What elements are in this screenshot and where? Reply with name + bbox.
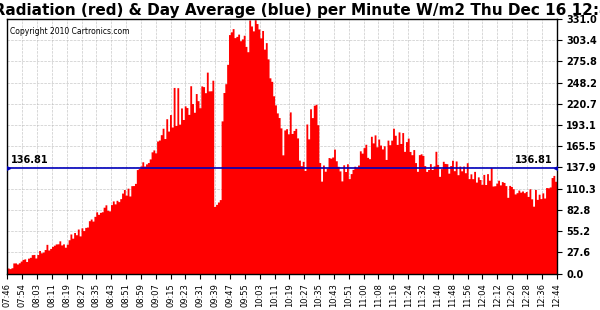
Title: Solar Radiation (red) & Day Average (blue) per Minute W/m2 Thu Dec 16 12:49: Solar Radiation (red) & Day Average (blu…	[0, 3, 600, 18]
Text: 136.81: 136.81	[11, 155, 49, 165]
Text: 136.81: 136.81	[515, 155, 553, 165]
Text: Copyright 2010 Cartronics.com: Copyright 2010 Cartronics.com	[10, 27, 130, 36]
